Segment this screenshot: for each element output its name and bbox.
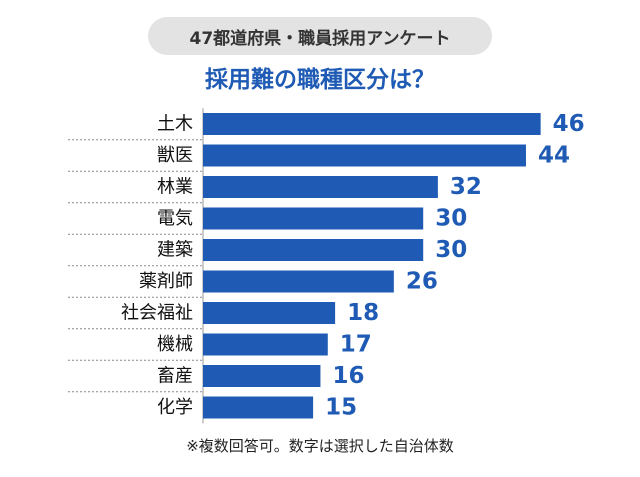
bar <box>203 333 328 356</box>
bar <box>203 239 424 261</box>
survey-header-pill: 47都道府県・職員採用アンケート <box>148 17 492 55</box>
category-label: 社会福祉 <box>121 303 193 324</box>
value-label: 15 <box>325 395 357 421</box>
value-label: 18 <box>347 300 379 326</box>
value-label: 30 <box>435 237 467 263</box>
category-label: 林業 <box>157 177 193 198</box>
value-label: 46 <box>553 111 585 137</box>
category-label: 土木 <box>157 114 193 135</box>
value-label: 16 <box>332 363 364 389</box>
footnote: ※複数回答可。数字は選択した自治体数 <box>186 437 454 455</box>
value-label: 17 <box>340 332 372 358</box>
bar <box>203 144 526 167</box>
bar <box>203 207 424 230</box>
value-label: 44 <box>538 143 570 169</box>
category-label: 畜産 <box>157 366 193 387</box>
category-label: 電気 <box>157 208 193 229</box>
value-label: 30 <box>435 206 467 232</box>
value-label: 32 <box>450 174 482 200</box>
bar <box>203 365 321 387</box>
category-label: 機械 <box>157 334 193 355</box>
category-label: 化学 <box>157 397 193 418</box>
category-label: 建築 <box>157 240 193 261</box>
survey-header-text: 47都道府県・職員採用アンケート <box>189 28 451 49</box>
chart-title: 採用難の職種区分は？ <box>205 67 435 93</box>
bar <box>203 176 438 198</box>
bar <box>203 396 314 419</box>
category-label: 薬剤師 <box>139 271 193 292</box>
category-label: 獣医 <box>157 145 193 166</box>
bar <box>203 302 336 324</box>
bar <box>203 270 394 293</box>
bar <box>203 113 541 135</box>
value-label: 26 <box>406 269 438 295</box>
